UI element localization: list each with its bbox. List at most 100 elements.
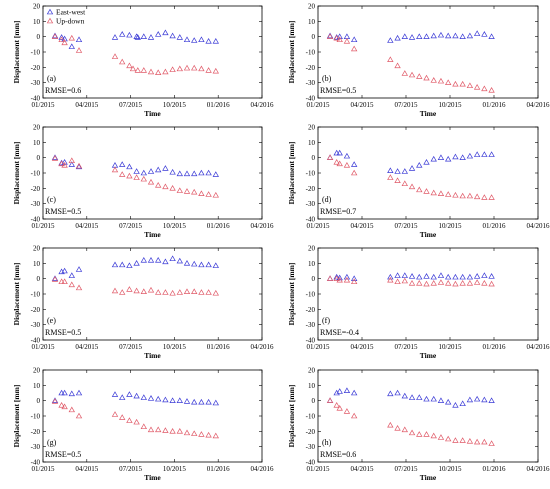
y-tick-label: -30: [306, 443, 316, 451]
x-tick-label: 04/2015: [351, 343, 374, 351]
up-down-point: [401, 180, 408, 187]
east-west-point: [176, 257, 184, 264]
up-down-point: [488, 194, 495, 200]
y-tick-label: -40: [306, 216, 316, 224]
plot-frame: [42, 247, 263, 341]
east-west-point: [183, 170, 191, 177]
east-west-point: [162, 165, 169, 171]
east-west-point: [147, 395, 155, 401]
up-down-point: [333, 34, 340, 41]
y-tick-label: -10: [31, 413, 41, 421]
east-west-point: [68, 43, 76, 49]
east-west-point: [118, 31, 126, 37]
panel-label: (e): [47, 316, 56, 325]
up-down-point: [126, 417, 133, 423]
east-west-point: [444, 32, 452, 39]
east-west-point: [488, 397, 495, 403]
east-west-point: [343, 387, 351, 393]
y-tick-label: 10: [33, 382, 41, 390]
east-west-point: [333, 273, 340, 280]
up-down-point: [61, 39, 68, 46]
up-down-point: [212, 432, 220, 439]
east-west-point: [444, 155, 452, 162]
east-west-point: [423, 33, 430, 39]
up-down-point: [326, 33, 334, 39]
east-west-point: [198, 261, 205, 268]
up-down-point: [333, 275, 340, 281]
up-down-point: [336, 160, 343, 167]
panel-b: -40 -30 -20 -10 0 10 20 01/2015 04/2015 07/2015 10…: [287, 3, 550, 119]
up-down-point: [169, 66, 176, 72]
x-axis-label: Time: [144, 230, 161, 239]
up-down-point: [154, 181, 162, 188]
up-down-point: [488, 440, 495, 446]
up-down-point: [176, 187, 184, 193]
y-tick-label: 10: [308, 139, 316, 147]
east-west-point: [336, 388, 343, 394]
east-west-point: [75, 163, 83, 170]
up-down-point: [350, 278, 358, 285]
up-down-point: [190, 288, 198, 294]
y-axis-label: Displacement [mm]: [12, 142, 21, 205]
east-west-point: [488, 273, 495, 279]
up-down-point: [459, 192, 466, 199]
up-down-point: [61, 162, 68, 168]
east-west-point: [133, 392, 140, 399]
east-west-point: [183, 260, 191, 266]
east-west-point: [51, 275, 59, 281]
plot-frame: [317, 369, 539, 463]
up-down-point: [394, 424, 401, 431]
y-tick-label: -10: [31, 170, 41, 178]
east-west-point: [387, 37, 394, 43]
up-down-point: [140, 67, 148, 73]
y-tick-label: -20: [306, 185, 316, 193]
up-down-point: [205, 289, 212, 295]
up-down-point: [212, 191, 220, 198]
x-tick-label: 10/2015: [439, 101, 462, 109]
east-west-point: [350, 36, 358, 43]
up-down-point: [75, 412, 83, 419]
plot-frame: [42, 126, 263, 220]
y-tick-label: -10: [306, 170, 316, 178]
x-tick-label: 10/2015: [163, 101, 186, 109]
x-tick-label: 04/2016: [251, 101, 274, 109]
up-down-point: [51, 33, 59, 39]
east-west-point: [333, 389, 340, 396]
rmse-label: RMSE=0.5: [320, 86, 356, 95]
panel-d: -40 -30 -20 -10 0 10 20 01/2015 04/2015 07/2015 10…: [287, 124, 550, 240]
up-down-point: [190, 188, 198, 195]
up-down-point: [444, 435, 452, 442]
x-tick-label: 04/2015: [351, 222, 374, 230]
up-down-point: [154, 426, 162, 433]
plot-frame: [42, 369, 263, 463]
up-down-point: [459, 80, 466, 87]
east-west-point: [118, 161, 126, 167]
y-tick-label: 0: [312, 275, 316, 283]
y-tick-label: -20: [306, 306, 316, 314]
east-west-point: [51, 154, 59, 160]
east-west-point: [416, 33, 423, 39]
up-down-point: [326, 154, 334, 160]
panel-label: (b): [322, 74, 332, 83]
y-tick-label: 20: [33, 367, 41, 375]
east-west-point: [408, 394, 416, 400]
y-tick-label: -40: [31, 216, 41, 224]
panel-label: (d): [322, 195, 332, 204]
up-down-point: [198, 431, 205, 437]
up-down-point: [408, 183, 416, 190]
up-down-point: [437, 279, 445, 285]
up-down-point: [126, 62, 133, 69]
up-down-point: [473, 193, 481, 200]
y-tick-label: 20: [308, 3, 316, 11]
x-tick-label: 04/2016: [527, 465, 550, 473]
up-down-point: [154, 289, 162, 295]
up-down-point: [350, 169, 358, 176]
up-down-point: [416, 279, 423, 286]
east-west-point: [118, 261, 126, 268]
panel-e: -40 -30 -20 -10 0 10 20 01/2015 04/2015 07/2015 10…: [12, 245, 274, 361]
east-west-point: [452, 401, 459, 408]
up-down-point: [140, 175, 148, 182]
up-down-point: [423, 280, 430, 287]
x-tick-label: 07/2015: [119, 222, 142, 230]
up-down-point: [111, 411, 119, 417]
